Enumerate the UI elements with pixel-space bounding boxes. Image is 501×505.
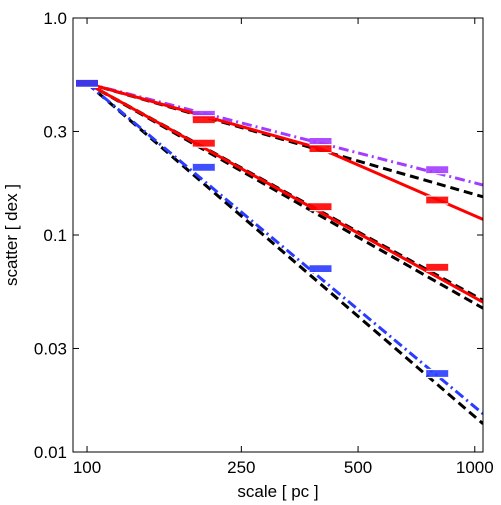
data-point-3-0: [76, 79, 98, 88]
x-tick-label: 250: [227, 458, 255, 477]
data-point-3-3: [426, 369, 449, 378]
y-axis-label: scatter [ dex ]: [2, 184, 21, 286]
series-line-1: [86, 81, 483, 221]
data-point-0-1: [192, 110, 215, 119]
data-point-1-1: [192, 115, 215, 124]
x-tick-label: 100: [73, 458, 101, 477]
data-point-1-2: [309, 144, 332, 153]
y-tick-label: 0.3: [43, 122, 67, 141]
data-point-2-1: [192, 139, 215, 148]
axis-ticks: 100 250 500 1000 0.01 0.03 0.1 0.3 1.0: [34, 9, 494, 477]
y-tick-label: 0.03: [34, 339, 67, 358]
y-tick-label: 0.01: [34, 443, 67, 462]
data-point-2-3: [426, 263, 449, 272]
x-tick-label: 500: [344, 458, 372, 477]
y-tick-label: 0.1: [43, 226, 67, 245]
data-point-3-2: [309, 264, 332, 273]
x-tick-label: 1000: [456, 458, 494, 477]
x-axis-label: scale [ pc ]: [237, 482, 318, 501]
series-lines: [86, 81, 483, 425]
series-line-2: [86, 81, 483, 304]
data-point-2-2: [309, 202, 332, 211]
series-line-3: [86, 82, 483, 415]
y-tick-label: 1.0: [43, 9, 67, 28]
data-point-1-3: [426, 196, 449, 204]
data-point-0-3: [426, 165, 449, 174]
series-line-4: [86, 81, 483, 199]
series-markers: [76, 78, 449, 379]
plot-frame: [72, 17, 484, 453]
data-point-3-1: [192, 163, 215, 172]
data-point-0-2: [309, 137, 332, 146]
